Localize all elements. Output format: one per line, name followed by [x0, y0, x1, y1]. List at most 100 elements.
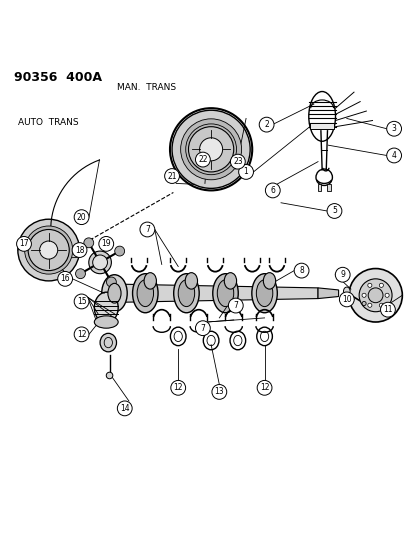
Text: 12: 12: [77, 330, 86, 339]
Circle shape: [57, 271, 72, 286]
Ellipse shape: [94, 292, 118, 323]
Circle shape: [228, 298, 242, 313]
Circle shape: [386, 122, 401, 136]
Ellipse shape: [263, 273, 275, 289]
Ellipse shape: [185, 273, 197, 289]
Circle shape: [164, 168, 179, 183]
Circle shape: [72, 243, 87, 257]
Text: 12: 12: [173, 383, 183, 392]
Ellipse shape: [137, 280, 153, 306]
Circle shape: [361, 293, 365, 297]
Circle shape: [88, 251, 111, 274]
Text: 8: 8: [299, 266, 303, 275]
Text: 10: 10: [341, 295, 351, 304]
Ellipse shape: [367, 288, 382, 303]
Text: 14: 14: [120, 404, 129, 413]
Circle shape: [74, 210, 89, 224]
Ellipse shape: [144, 273, 156, 289]
Polygon shape: [120, 284, 317, 302]
Circle shape: [74, 327, 89, 342]
Circle shape: [265, 183, 280, 198]
Text: 22: 22: [198, 155, 207, 164]
Text: 90356  400A: 90356 400A: [14, 71, 102, 84]
Circle shape: [195, 321, 210, 336]
Text: 23: 23: [233, 157, 242, 166]
Circle shape: [384, 293, 388, 297]
Circle shape: [76, 269, 85, 279]
Text: AUTO  TRANS: AUTO TRANS: [18, 118, 78, 127]
Ellipse shape: [172, 110, 249, 188]
Circle shape: [256, 381, 271, 395]
Circle shape: [99, 237, 114, 251]
Text: 3: 3: [391, 124, 396, 133]
Circle shape: [140, 222, 154, 237]
Text: 21: 21: [167, 172, 176, 181]
Polygon shape: [317, 288, 338, 298]
Ellipse shape: [24, 226, 73, 274]
Circle shape: [195, 152, 210, 167]
Ellipse shape: [100, 333, 116, 352]
Text: 7: 7: [200, 324, 205, 333]
Ellipse shape: [199, 138, 222, 161]
Text: 2: 2: [263, 120, 268, 129]
Ellipse shape: [94, 316, 118, 328]
Bar: [309, 124, 334, 129]
Circle shape: [93, 255, 107, 270]
Circle shape: [326, 204, 341, 219]
Ellipse shape: [28, 230, 69, 271]
Ellipse shape: [18, 219, 79, 281]
Circle shape: [361, 302, 365, 305]
Ellipse shape: [343, 287, 349, 295]
Ellipse shape: [178, 280, 194, 306]
Circle shape: [378, 283, 382, 287]
Ellipse shape: [40, 241, 57, 259]
Ellipse shape: [212, 274, 237, 313]
Text: 1: 1: [243, 167, 248, 176]
Text: 13: 13: [214, 387, 223, 397]
Text: 4: 4: [391, 151, 396, 160]
Circle shape: [114, 246, 124, 256]
Text: 18: 18: [75, 246, 84, 255]
Circle shape: [380, 302, 394, 317]
Circle shape: [335, 268, 349, 282]
Bar: [327, 184, 330, 191]
Ellipse shape: [185, 124, 236, 175]
Text: 7: 7: [233, 301, 237, 310]
Circle shape: [259, 117, 273, 132]
Text: MAN.  TRANS: MAN. TRANS: [116, 83, 175, 92]
Text: 7: 7: [145, 225, 150, 234]
Ellipse shape: [217, 280, 233, 306]
Ellipse shape: [188, 127, 233, 172]
Ellipse shape: [224, 273, 236, 289]
Text: 11: 11: [382, 305, 392, 314]
Text: 9: 9: [339, 270, 344, 279]
Ellipse shape: [173, 274, 199, 313]
Text: 15: 15: [76, 297, 86, 306]
Circle shape: [74, 294, 89, 309]
Bar: [317, 184, 320, 191]
Ellipse shape: [132, 274, 158, 313]
Circle shape: [106, 372, 113, 379]
Text: 20: 20: [76, 213, 86, 222]
Text: 6: 6: [270, 186, 275, 195]
Circle shape: [339, 292, 354, 307]
Circle shape: [378, 303, 382, 308]
Ellipse shape: [358, 279, 391, 312]
Circle shape: [106, 277, 116, 287]
Circle shape: [238, 165, 253, 179]
Ellipse shape: [180, 119, 241, 180]
Circle shape: [367, 303, 371, 308]
Ellipse shape: [108, 284, 121, 303]
Circle shape: [117, 401, 132, 416]
Text: 12: 12: [259, 383, 269, 392]
Circle shape: [211, 384, 226, 399]
Text: 16: 16: [60, 274, 70, 284]
Ellipse shape: [256, 280, 272, 306]
Text: 19: 19: [101, 239, 111, 248]
Ellipse shape: [28, 230, 69, 270]
Ellipse shape: [190, 129, 231, 169]
Circle shape: [84, 238, 93, 248]
Circle shape: [367, 283, 371, 287]
Circle shape: [294, 263, 308, 278]
Circle shape: [17, 237, 31, 251]
